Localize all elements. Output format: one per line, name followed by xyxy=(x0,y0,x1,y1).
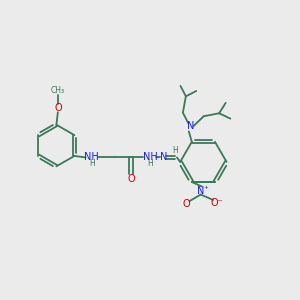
Text: NH: NH xyxy=(84,152,99,162)
Text: O: O xyxy=(183,199,190,209)
Text: O: O xyxy=(127,174,135,184)
Text: H: H xyxy=(89,160,95,169)
Text: O: O xyxy=(54,103,62,113)
Text: +: + xyxy=(203,185,208,190)
Text: O⁻: O⁻ xyxy=(211,198,224,208)
Text: N: N xyxy=(197,186,204,196)
Text: N: N xyxy=(187,121,194,131)
Text: H: H xyxy=(147,160,153,169)
Text: NH: NH xyxy=(142,152,157,162)
Text: N: N xyxy=(160,152,167,162)
Text: H: H xyxy=(172,146,178,155)
Text: CH₃: CH₃ xyxy=(51,86,65,95)
